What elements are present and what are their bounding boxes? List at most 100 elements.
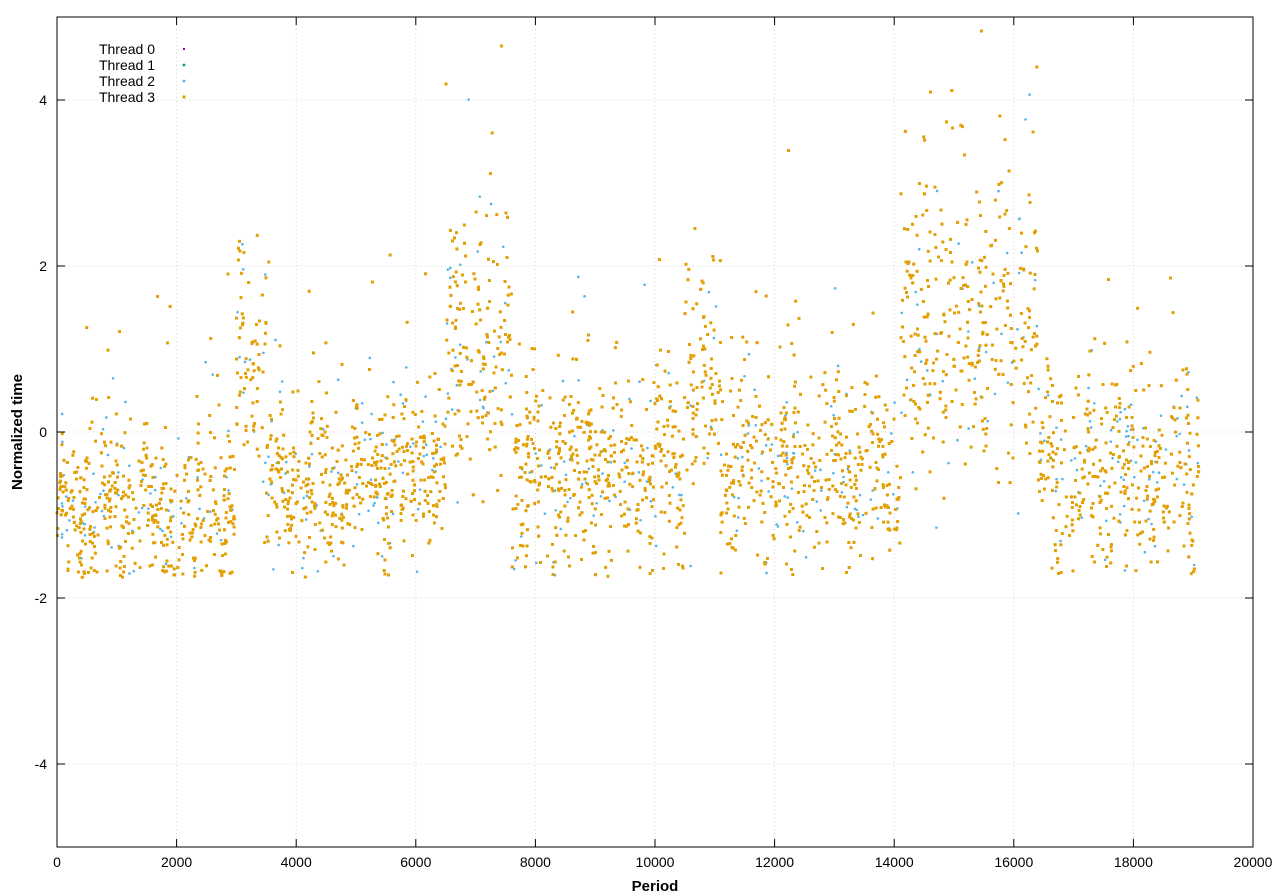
thread-2-point	[171, 515, 175, 518]
thread-2-point	[649, 499, 653, 503]
thread-2-point	[71, 499, 75, 502]
thread-2-point	[916, 303, 919, 306]
thread-2-point	[1123, 569, 1127, 572]
thread-2-point	[992, 281, 995, 285]
thread-2-point	[609, 460, 613, 464]
thread-2-point	[993, 392, 997, 396]
thread-2-point	[307, 465, 311, 468]
thread-2-point	[562, 460, 566, 463]
thread-2-point	[65, 528, 69, 532]
thread-2-point	[387, 467, 391, 470]
thread-2-point	[792, 451, 795, 455]
thread-2-point	[215, 532, 219, 535]
thread-2-point	[792, 432, 796, 436]
thread-2-point	[714, 305, 718, 308]
thread-2-point	[285, 460, 288, 464]
thread-2-point	[1136, 438, 1139, 442]
thread-2-point	[458, 263, 462, 266]
thread-2-point	[654, 514, 657, 518]
thread-2-point	[159, 466, 163, 470]
thread-2-point	[1116, 460, 1120, 464]
thread-2-point	[599, 494, 603, 498]
thread-2-point	[1035, 324, 1039, 328]
thread-2-point	[832, 471, 835, 475]
thread-2-point	[947, 461, 950, 465]
thread-2-point	[528, 471, 532, 474]
thread-2-point	[712, 336, 716, 340]
thread-2-point	[986, 419, 990, 423]
thread-2-point	[1055, 477, 1058, 481]
thread-2-point	[534, 561, 538, 565]
thread-2-point	[1033, 278, 1037, 282]
thread-2-point	[380, 555, 384, 558]
thread-2-point	[1127, 440, 1131, 444]
thread-2-point	[801, 529, 805, 533]
thread-2-point	[336, 471, 340, 475]
thread-2-point	[935, 189, 939, 193]
thread-2-point	[815, 500, 819, 503]
thread-2-point	[424, 443, 428, 447]
thread-2-point	[92, 472, 95, 476]
thread-2-point	[227, 489, 230, 492]
thread-2-point	[643, 283, 646, 287]
thread-2-point	[128, 572, 131, 575]
thread-2-point	[154, 475, 157, 479]
thread-2-point	[719, 453, 723, 457]
thread-2-point	[842, 475, 845, 479]
thread-2-point	[957, 242, 960, 245]
thread-2-point	[853, 507, 857, 511]
thread-2-point	[554, 508, 558, 512]
thread-2-point	[263, 461, 267, 465]
thread-2-point	[1046, 394, 1050, 397]
thread-2-point	[1190, 515, 1194, 519]
thread-2-point	[278, 390, 282, 394]
thread-2-point	[770, 443, 774, 446]
thread-2-point	[1092, 401, 1096, 405]
thread-2-point	[180, 521, 183, 525]
thread-2-point	[137, 511, 141, 514]
thread-2-point	[775, 523, 778, 526]
thread-2-point	[355, 483, 359, 486]
thread-2-point	[169, 535, 173, 539]
thread-2-point	[1039, 432, 1042, 435]
thread-2-point	[786, 462, 789, 466]
thread-2-point	[587, 467, 591, 471]
thread-2-point	[512, 567, 516, 571]
thread-2-point	[381, 431, 384, 435]
thread-2-point	[415, 570, 419, 573]
thread-2-point	[1016, 512, 1020, 515]
thread-2-point	[1039, 458, 1043, 462]
thread-2-point	[1134, 461, 1138, 464]
thread-2-point	[424, 395, 427, 398]
thread-2-point	[564, 473, 568, 477]
thread-2-point	[1109, 428, 1113, 432]
thread-2-point	[352, 544, 355, 548]
thread-2-point	[832, 413, 835, 417]
thread-2-point	[101, 427, 105, 431]
thread-2-point	[61, 440, 64, 444]
thread-2-point	[100, 509, 104, 513]
thread-2-point	[161, 529, 164, 533]
thread-2-point	[639, 519, 642, 522]
thread-2-point	[892, 492, 895, 496]
thread-2-point	[984, 350, 988, 354]
thread-2-point	[68, 519, 71, 522]
thread-2-point	[1104, 519, 1108, 523]
thread-2-point	[372, 504, 375, 507]
thread-2-point	[706, 456, 709, 460]
thread-2-point	[302, 556, 305, 560]
thread-2-point	[397, 460, 400, 463]
thread-2-point	[785, 456, 789, 460]
thread-2-point	[476, 250, 480, 253]
thread-2-point	[501, 245, 505, 249]
thread-2-point	[786, 496, 789, 499]
thread-2-point	[611, 429, 615, 432]
thread-2-point	[409, 445, 412, 449]
thread-2-point	[391, 512, 395, 516]
thread-2-point	[60, 412, 64, 416]
thread-2-point	[911, 471, 915, 474]
thread-2-point	[919, 360, 923, 363]
thread-2-point	[1109, 440, 1113, 443]
thread-2-point	[623, 461, 627, 465]
thread-2-point	[280, 380, 284, 383]
